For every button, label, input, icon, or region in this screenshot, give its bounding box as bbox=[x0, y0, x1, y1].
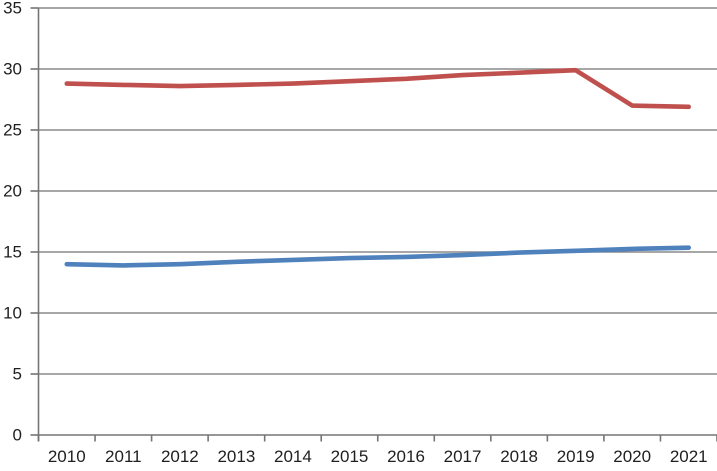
y-axis-tick-label: 25 bbox=[3, 121, 22, 140]
x-axis-tick-label: 2021 bbox=[670, 447, 708, 466]
red-series-line bbox=[64, 67, 692, 110]
y-axis-tick-label: 30 bbox=[3, 60, 22, 79]
blue-series-line bbox=[64, 245, 692, 268]
y-axis-tick-label: 0 bbox=[13, 426, 22, 445]
x-axis-tick-label: 2011 bbox=[105, 447, 142, 466]
x-axis-tick-label: 2013 bbox=[217, 447, 255, 466]
y-axis-tick-label: 20 bbox=[3, 182, 22, 201]
x-axis-tick-label: 2018 bbox=[500, 447, 538, 466]
y-axis-tick-label: 35 bbox=[3, 0, 22, 18]
x-axis-tick-label: 2015 bbox=[331, 447, 369, 466]
x-axis-tick-label: 2020 bbox=[613, 447, 651, 466]
x-axis-tick-label: 2012 bbox=[161, 447, 199, 466]
y-axis-tick-label: 10 bbox=[3, 304, 22, 323]
x-axis-tick-label: 2014 bbox=[274, 447, 312, 466]
x-axis-tick-label: 2016 bbox=[387, 447, 425, 466]
x-axis-tick-label: 2019 bbox=[557, 447, 595, 466]
x-axis-tick-label: 2010 bbox=[48, 447, 86, 466]
x-axis-tick-label: 2017 bbox=[444, 447, 482, 466]
y-axis-tick-label: 5 bbox=[13, 365, 22, 384]
y-axis-tick-label: 15 bbox=[3, 243, 22, 262]
